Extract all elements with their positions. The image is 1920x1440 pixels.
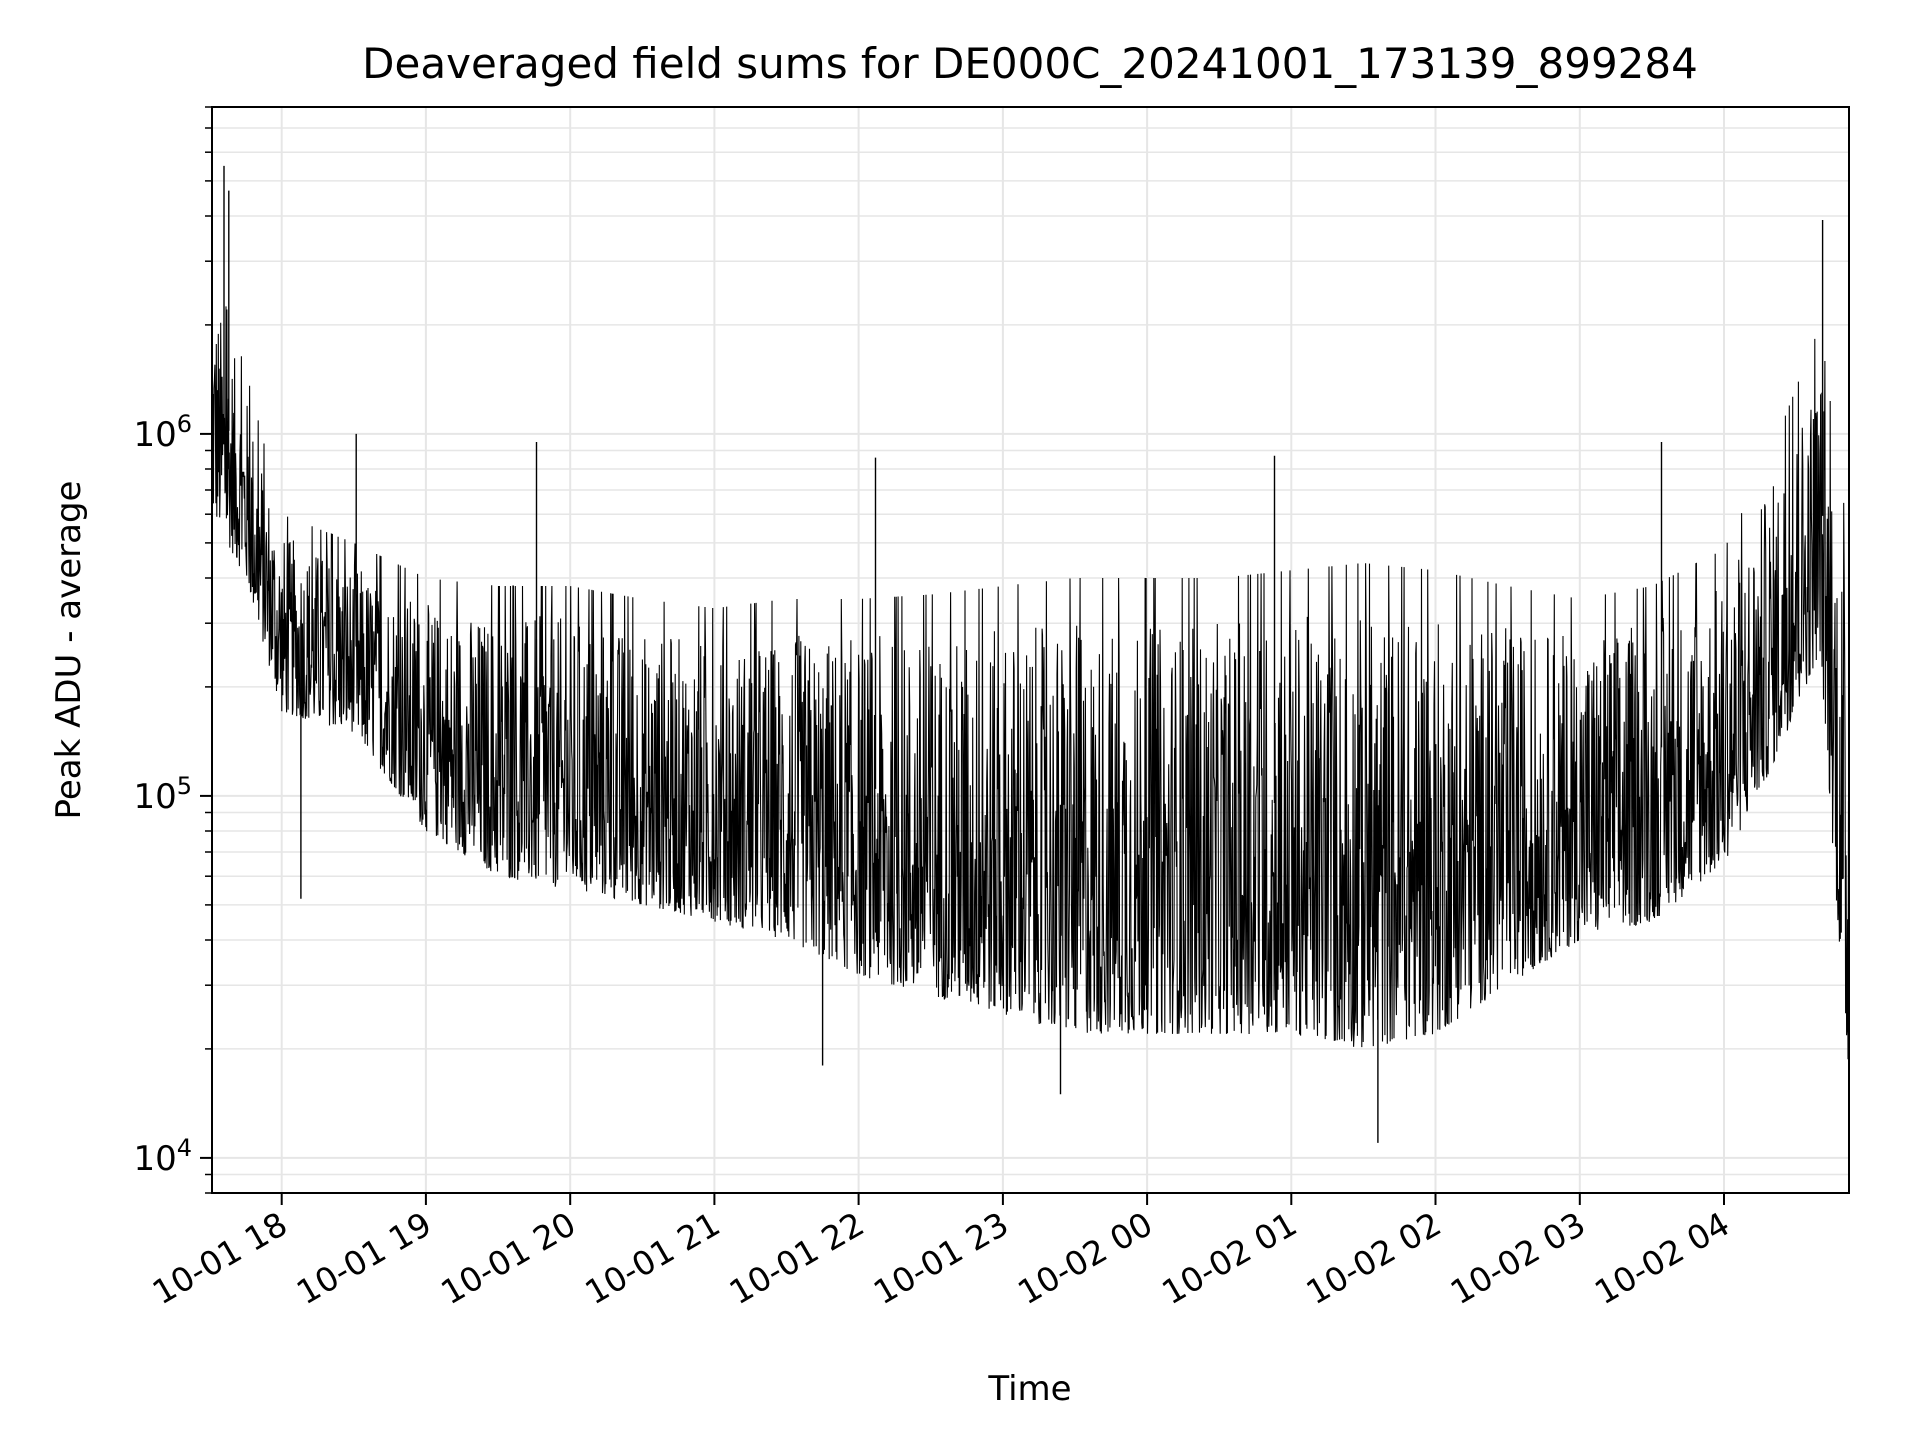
y-tick-label: 106: [133, 410, 192, 455]
y-tick-label: 105: [133, 772, 192, 817]
chart-title: Deaveraged field sums for DE000C_2024100…: [362, 39, 1698, 88]
y-axis-label: Peak ADU - average: [49, 481, 89, 820]
y-axis-ticks: 104 105 106: [133, 106, 212, 1194]
x-axis-label: Time: [987, 1369, 1071, 1409]
data-series: [211, 165, 1850, 1143]
plot-frame: [211, 106, 1850, 1194]
y-tick-label: 104: [133, 1134, 192, 1179]
series-line: [211, 306, 1850, 1064]
